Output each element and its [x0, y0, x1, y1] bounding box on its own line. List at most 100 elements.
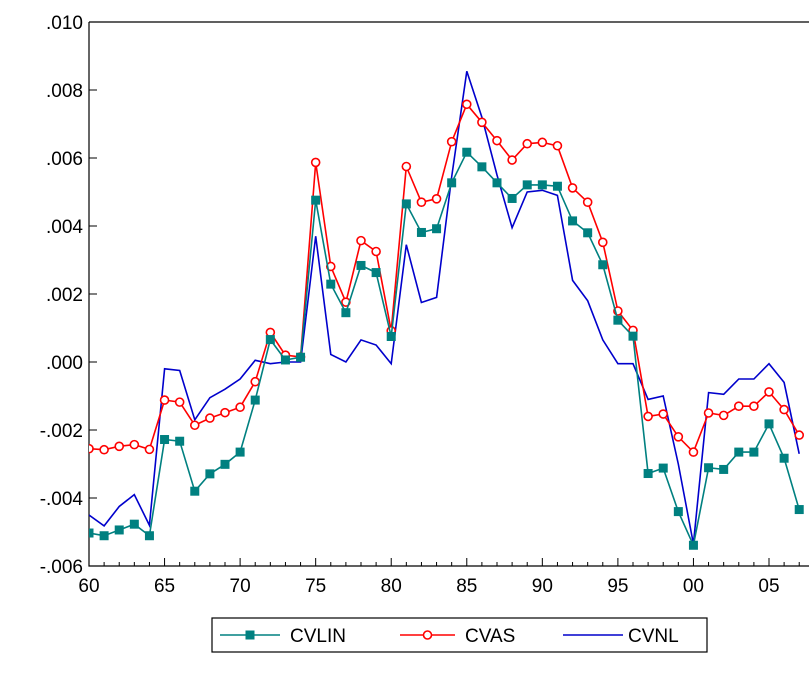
- y-tick-label: .006: [46, 149, 83, 170]
- data-point-cvlin: [265, 335, 275, 345]
- data-point-cvas: [492, 135, 502, 146]
- data-point-cvlin: [371, 268, 381, 278]
- legend-marker-cvas: [422, 630, 433, 640]
- data-point-cvas: [733, 401, 744, 412]
- data-point-cvlin: [190, 486, 200, 496]
- data-point-cvlin: [175, 436, 185, 446]
- data-point-cvlin: [613, 315, 623, 325]
- data-point-cvas: [189, 420, 200, 431]
- data-point-cvlin: [583, 228, 593, 238]
- data-point-cvlin: [129, 519, 139, 529]
- data-point-cvas: [794, 430, 805, 440]
- x-tick-label: 85: [456, 576, 477, 597]
- data-point-cvlin: [326, 279, 336, 289]
- data-point-cvlin: [537, 180, 547, 190]
- data-point-cvlin: [280, 355, 290, 365]
- series-line-cvnl: [89, 71, 800, 545]
- data-point-cvas: [567, 183, 578, 193]
- data-point-cvas: [250, 376, 261, 387]
- data-point-cvlin: [205, 469, 215, 479]
- data-point-cvlin: [719, 464, 729, 474]
- data-point-cvlin: [628, 331, 638, 341]
- data-point-cvlin: [704, 463, 714, 473]
- y-tick-label: -.006: [40, 557, 83, 578]
- data-point-cvlin: [552, 181, 562, 191]
- data-point-cvas: [779, 404, 789, 415]
- x-tick-label: 65: [154, 576, 175, 597]
- data-point-cvlin: [749, 447, 759, 457]
- x-tick-label: 75: [305, 576, 326, 597]
- data-point-cvas: [371, 246, 381, 257]
- data-point-cvas: [99, 444, 109, 455]
- axes-group: .010.008.006.004.002.000-.002-.004-.0066…: [40, 13, 809, 597]
- data-point-cvlin: [220, 459, 230, 469]
- x-tick-label: 90: [532, 576, 553, 597]
- y-tick-label: -.004: [40, 489, 84, 510]
- data-point-cvas: [144, 444, 155, 455]
- data-point-cvas: [718, 410, 729, 421]
- data-point-cvlin: [235, 447, 245, 457]
- data-point-cvas: [235, 402, 245, 413]
- plot-frame: [88, 21, 809, 567]
- data-point-cvlin: [447, 178, 457, 188]
- legend: CVLIN CVAS CVNL: [211, 617, 708, 653]
- data-point-cvas: [643, 411, 653, 422]
- data-point-cvas: [220, 407, 230, 418]
- data-point-cvas: [416, 197, 427, 207]
- x-tick-label: 95: [607, 576, 628, 597]
- legend-label-cvnl: CVNL: [628, 626, 679, 647]
- data-point-cvlin: [764, 419, 774, 429]
- y-tick-label: .008: [46, 81, 83, 102]
- data-point-cvas: [703, 408, 714, 418]
- x-tick-label: 05: [758, 576, 779, 597]
- data-point-cvlin: [356, 260, 366, 270]
- data-point-cvlin: [296, 352, 306, 362]
- series-group: [89, 71, 805, 550]
- data-point-cvas: [537, 137, 548, 148]
- data-point-cvas: [129, 439, 140, 450]
- data-point-cvlin: [341, 308, 351, 318]
- data-point-cvas: [582, 197, 593, 207]
- data-point-cvas: [688, 447, 699, 457]
- x-tick-label: 60: [78, 576, 99, 597]
- data-point-cvas: [174, 397, 185, 407]
- data-point-cvlin: [250, 395, 260, 405]
- data-point-cvlin: [144, 531, 154, 541]
- data-point-cvlin: [89, 528, 94, 538]
- data-point-cvlin: [794, 505, 804, 515]
- data-point-cvlin: [492, 178, 502, 188]
- data-point-cvas: [522, 138, 533, 149]
- legend-label-cvas: CVAS: [465, 626, 515, 647]
- y-tick-label: .010: [46, 13, 83, 34]
- data-point-cvlin: [160, 435, 170, 445]
- data-point-cvlin: [416, 227, 426, 237]
- x-tick-label: 70: [230, 576, 251, 597]
- x-tick-label: 80: [381, 576, 402, 597]
- legend-marker-cvlin: [245, 630, 255, 640]
- data-point-cvas: [205, 413, 215, 423]
- data-point-cvlin: [477, 162, 487, 172]
- data-point-cvlin: [99, 531, 109, 541]
- data-point-cvas: [658, 409, 669, 419]
- data-point-cvas: [446, 136, 457, 147]
- data-point-cvlin: [568, 216, 578, 226]
- data-point-cvlin: [658, 463, 668, 473]
- data-point-cvas: [431, 194, 442, 204]
- data-point-cvas: [159, 395, 170, 405]
- data-point-cvas: [552, 140, 563, 151]
- data-point-cvlin: [114, 525, 124, 535]
- data-point-cvas: [749, 401, 759, 412]
- data-point-cvlin: [507, 193, 517, 203]
- x-tick-label: 00: [683, 576, 704, 597]
- data-point-cvlin: [734, 447, 744, 457]
- data-point-cvlin: [688, 540, 698, 550]
- data-point-cvas: [356, 235, 366, 246]
- y-tick-label: .000: [46, 353, 83, 374]
- data-point-cvas: [310, 157, 321, 168]
- data-point-cvlin: [643, 469, 653, 479]
- y-tick-label: .004: [46, 217, 83, 238]
- data-point-cvlin: [432, 224, 442, 234]
- data-point-cvas: [507, 155, 517, 165]
